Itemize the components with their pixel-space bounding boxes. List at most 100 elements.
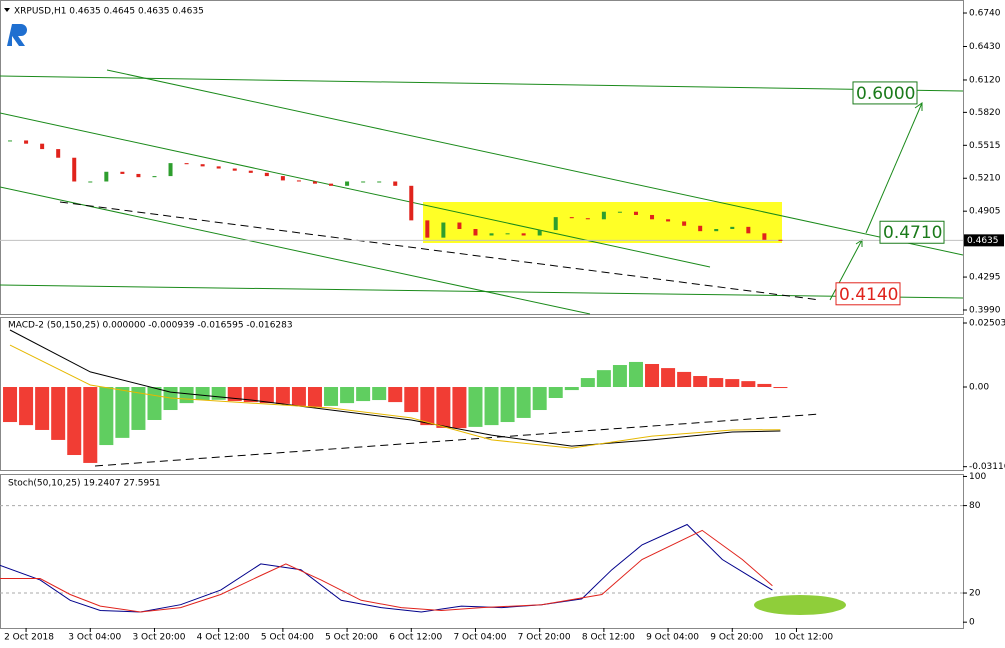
macd-title: MACD-2 (50,150,25) 0.000000 -0.000939 -0… xyxy=(8,321,293,331)
candle xyxy=(184,163,189,165)
y-tick-label: 100 xyxy=(969,472,986,482)
candle xyxy=(264,172,269,177)
macd-bar xyxy=(516,387,531,418)
macd-line xyxy=(9,344,781,449)
macd-bar xyxy=(757,383,772,388)
price-title: XRPUSD,H1 0.4635 0.4645 0.4635 0.4635 xyxy=(14,7,204,17)
x-tick-label: 9 Oct 20:00 xyxy=(710,633,763,643)
candle xyxy=(730,226,735,230)
candle xyxy=(409,185,414,221)
y-tick-label: 20 xyxy=(969,589,981,599)
macd-bar xyxy=(259,387,274,404)
menu-triangle xyxy=(4,8,10,12)
trend-line xyxy=(0,186,591,315)
macd-bar xyxy=(147,387,162,420)
candle xyxy=(601,211,606,220)
stoch-title: Stoch(50,10,25) 19.2407 27.5951 xyxy=(8,479,161,489)
y-tick-label: 0.5515 xyxy=(969,141,1001,151)
candle xyxy=(682,221,687,226)
macd-bar xyxy=(725,379,740,388)
candle xyxy=(312,181,317,184)
arrow xyxy=(829,239,863,301)
y-tick-label: -0.03116 xyxy=(969,462,1005,472)
macd-bar xyxy=(564,387,579,391)
candle xyxy=(585,218,590,220)
x-tick-label: 3 Oct 04:00 xyxy=(68,633,121,643)
macd-bar xyxy=(324,387,339,406)
candle xyxy=(168,163,173,177)
x-tick-label: 8 Oct 12:00 xyxy=(582,633,635,643)
y-tick-label: 0.02503 xyxy=(969,319,1005,329)
trend-line xyxy=(106,69,964,256)
candle xyxy=(633,211,638,215)
macd-bar xyxy=(115,387,130,438)
candle xyxy=(441,222,446,238)
x-tick-label: 10 Oct 12:00 xyxy=(774,633,833,643)
candle xyxy=(714,229,719,232)
macd-bar xyxy=(484,387,499,426)
candle xyxy=(248,170,253,173)
macd-bar xyxy=(612,365,627,388)
macd-bar xyxy=(388,387,403,403)
macd-bar xyxy=(51,387,66,440)
candle xyxy=(104,171,109,182)
candle xyxy=(88,181,93,183)
candle xyxy=(152,176,157,178)
arrow xyxy=(865,102,923,234)
macd-bar xyxy=(452,387,467,429)
macd-trend-line xyxy=(94,413,821,467)
candle xyxy=(425,220,430,238)
macd-bar xyxy=(243,387,258,403)
x-tick-label: 7 Oct 20:00 xyxy=(518,633,571,643)
y-tick-label: 0.6430 xyxy=(969,42,1001,52)
y-tick-label: 0.00 xyxy=(969,383,989,393)
support-line xyxy=(59,201,821,301)
macd-bar xyxy=(580,378,595,388)
candle xyxy=(650,214,655,220)
macd-bar xyxy=(3,387,18,423)
candle xyxy=(345,181,350,186)
macd-bar xyxy=(99,387,114,446)
candle xyxy=(666,219,671,222)
candle xyxy=(489,233,494,236)
macd-bar xyxy=(372,387,387,401)
stoch-line xyxy=(0,523,773,613)
macd-bar xyxy=(404,387,419,413)
macd-bar xyxy=(436,387,451,428)
highlight-box xyxy=(423,202,782,243)
trend-line xyxy=(0,75,964,92)
annotation-box xyxy=(879,220,945,244)
current-price-label: 0.4635 xyxy=(967,236,999,246)
macd-bar xyxy=(773,387,788,389)
x-tick-label: 2 Oct 2018 xyxy=(4,633,54,643)
macd-bar xyxy=(500,387,515,423)
macd-bar xyxy=(548,387,563,399)
candle xyxy=(553,217,558,231)
macd-bar xyxy=(677,371,692,388)
macd-bar xyxy=(67,387,82,456)
x-tick-label: 5 Oct 20:00 xyxy=(325,633,378,643)
candle xyxy=(377,181,382,183)
annotation-box xyxy=(835,282,901,306)
trend-line xyxy=(0,284,964,299)
candle xyxy=(521,233,526,236)
candle xyxy=(762,233,767,240)
candle xyxy=(457,222,462,230)
x-tick-label: 3 Oct 20:00 xyxy=(132,633,185,643)
x-tick-label: 4 Oct 12:00 xyxy=(197,633,250,643)
macd-bar xyxy=(709,378,724,388)
candle xyxy=(216,166,221,169)
candle xyxy=(617,211,622,213)
candle xyxy=(24,140,29,144)
macd-bar xyxy=(741,381,756,388)
candle xyxy=(280,176,285,181)
highlight-ellipse xyxy=(754,595,846,615)
macd-panel xyxy=(0,317,964,471)
macd-bar xyxy=(307,387,322,407)
macd-bar xyxy=(661,368,676,388)
macd-bar xyxy=(19,387,34,426)
annotation-label: 0.4710 xyxy=(883,223,942,243)
annotation-label: 0.4140 xyxy=(839,285,898,305)
candle xyxy=(393,181,398,186)
